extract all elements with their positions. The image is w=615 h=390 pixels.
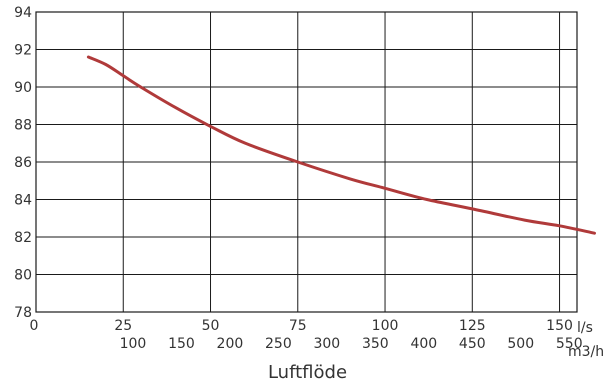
x-tick-label-primary: 75 (289, 318, 307, 334)
x-unit-primary-label: l/s (577, 320, 593, 336)
plot-frame (35, 11, 578, 313)
x-tick-label-primary: 100 (372, 318, 399, 334)
x-tick-label-primary: 125 (459, 318, 486, 334)
x-tick-label-secondary: 150 (168, 336, 195, 352)
x-tick-label-secondary: 250 (265, 336, 292, 352)
x-tick-label-secondary: 550 (556, 336, 583, 352)
x-tick-label-primary: 150 (546, 318, 573, 334)
x-tick-label-secondary: 100 (120, 336, 147, 352)
y-tick-label: 82 (14, 230, 32, 246)
x-tick-label-primary: 25 (114, 318, 132, 334)
x-tick-label-secondary: 400 (410, 336, 437, 352)
x-tick-label-secondary: 450 (459, 336, 486, 352)
x-axis-ticks: 0 25 50 75 100 125 150 100 150 200 250 300 350 400 450… (30, 318, 583, 352)
y-tick-label: 78 (14, 305, 32, 321)
y-tick-label: 84 (14, 193, 32, 209)
y-tick-label: 80 (14, 268, 32, 284)
y-axis-ticks: 78 80 82 84 86 88 90 92 94 (14, 5, 32, 321)
x-unit-secondary-label: m3/h (568, 344, 604, 360)
y-tick-label: 86 (14, 155, 32, 171)
plot-border (35, 11, 578, 313)
grid (36, 11, 577, 313)
x-tick-label-primary: 50 (202, 318, 220, 334)
x-tick-label-secondary: 200 (217, 336, 244, 352)
series-layer (86, 55, 596, 235)
y-tick-label: 92 (14, 43, 32, 59)
x-tick-label-secondary: 350 (362, 336, 389, 352)
x-tick-label-secondary: 500 (507, 336, 534, 352)
x-tick-label-secondary: 300 (313, 336, 340, 352)
series-line (86, 55, 596, 235)
y-tick-label: 94 (14, 5, 32, 21)
y-tick-label: 88 (14, 118, 32, 134)
y-tick-label: 90 (14, 80, 32, 96)
x-axis-title: Luftflöde (267, 362, 348, 383)
x-tick-label-primary: 0 (30, 318, 39, 334)
